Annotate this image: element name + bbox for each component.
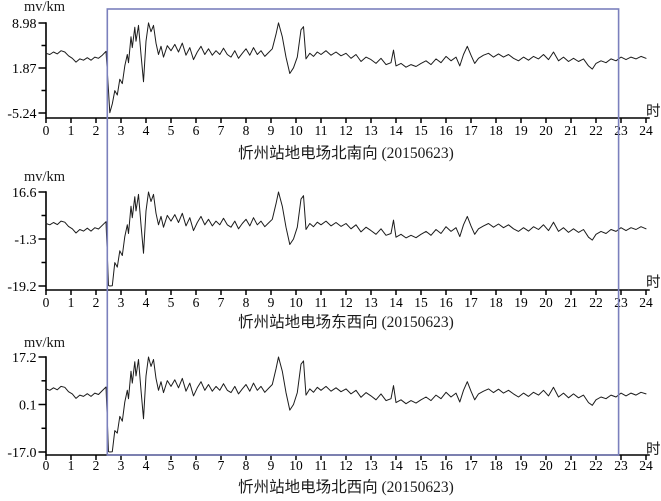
- y-tick-label: -1.3: [14, 233, 36, 248]
- x-tick-label: 12: [339, 295, 353, 310]
- x-tick-label: 24: [639, 123, 653, 138]
- x-tick-label: 8: [243, 458, 250, 473]
- x-tick-label: 21: [564, 123, 578, 138]
- x-tick-label: 2: [93, 458, 100, 473]
- x-tick-label: 5: [168, 295, 175, 310]
- x-tick-label: 23: [614, 458, 628, 473]
- series-line-ns: [45, 22, 647, 114]
- x-tick-label: 16: [439, 458, 453, 473]
- x-tick-label: 5: [168, 123, 175, 138]
- x-tick-label: 6: [193, 123, 200, 138]
- panel-title-east-west: 忻州站地电场东西向 (20150623): [238, 314, 454, 331]
- y-tick-label: -17.0: [7, 446, 36, 461]
- x-tick-label: 8: [243, 123, 250, 138]
- y-tick-label: 0.1: [19, 399, 37, 414]
- x-axis-label-ns: 时: [646, 104, 661, 120]
- x-tick-label: 14: [389, 123, 403, 138]
- series-line-ew: [45, 191, 647, 287]
- x-tick-label: 1: [68, 458, 75, 473]
- x-tick-label: 10: [289, 295, 303, 310]
- x-tick-label: 2: [93, 295, 100, 310]
- x-tick-label: 3: [118, 295, 125, 310]
- x-tick-label: 13: [364, 295, 378, 310]
- x-tick-label: 19: [514, 458, 528, 473]
- x-tick-label: 18: [489, 123, 503, 138]
- x-tick-label: 9: [268, 123, 275, 138]
- x-tick-label: 7: [218, 123, 225, 138]
- x-tick-label: 9: [268, 458, 275, 473]
- x-tick-label: 13: [364, 458, 378, 473]
- x-tick-label: 22: [589, 123, 603, 138]
- x-tick-label: 4: [143, 458, 150, 473]
- x-tick-label: 12: [339, 123, 353, 138]
- x-tick-label: 12: [339, 458, 353, 473]
- x-tick-label: 20: [539, 458, 553, 473]
- x-tick-label: 0: [43, 123, 50, 138]
- x-tick-label: 22: [589, 458, 603, 473]
- x-tick-label: 0: [43, 458, 50, 473]
- x-tick-label: 7: [218, 295, 225, 310]
- x-tick-label: 16: [439, 295, 453, 310]
- x-tick-label: 14: [389, 295, 403, 310]
- x-tick-label: 11: [315, 295, 328, 310]
- x-tick-label: 1: [68, 123, 75, 138]
- series-line-nw: [45, 356, 647, 453]
- x-tick-label: 11: [315, 123, 328, 138]
- y-tick-label: 1.87: [12, 62, 37, 77]
- y-tick-label: 16.6: [12, 186, 37, 201]
- x-axis-label-ew: 时: [646, 275, 661, 291]
- x-tick-label: 11: [315, 458, 328, 473]
- x-tick-label: 6: [193, 295, 200, 310]
- x-tick-label: 4: [143, 123, 150, 138]
- x-tick-label: 18: [489, 458, 503, 473]
- x-tick-label: 17: [464, 123, 478, 138]
- x-tick-label: 8: [243, 295, 250, 310]
- x-tick-label: 16: [439, 123, 453, 138]
- x-tick-label: 18: [489, 295, 503, 310]
- x-tick-label: 24: [639, 295, 653, 310]
- x-tick-label: 21: [564, 295, 578, 310]
- y-tick-label: -5.24: [7, 107, 36, 122]
- x-tick-label: 2: [93, 123, 100, 138]
- panel-title-north-south: 忻州站地电场北南向 (20150623): [238, 145, 454, 162]
- x-tick-label: 22: [589, 295, 603, 310]
- x-tick-label: 10: [289, 458, 303, 473]
- panel-title-north-west: 忻州站地电场北西向 (20150623): [238, 479, 454, 496]
- x-tick-label: 24: [639, 458, 653, 473]
- x-tick-label: 19: [514, 295, 528, 310]
- y-axis-unit-label-nw: mv/km: [24, 335, 66, 351]
- y-tick-label: 17.2: [12, 351, 37, 366]
- x-tick-label: 0: [43, 295, 50, 310]
- x-tick-label: 23: [614, 123, 628, 138]
- x-tick-label: 20: [539, 123, 553, 138]
- x-tick-label: 6: [193, 458, 200, 473]
- x-tick-label: 3: [118, 458, 125, 473]
- x-tick-label: 15: [414, 123, 428, 138]
- x-tick-label: 10: [289, 123, 303, 138]
- x-tick-label: 17: [464, 458, 478, 473]
- x-tick-label: 15: [414, 458, 428, 473]
- y-axis-unit-label-ns: mv/km: [24, 0, 66, 15]
- y-tick-label: 8.98: [12, 17, 37, 32]
- x-tick-label: 9: [268, 295, 275, 310]
- x-tick-label: 13: [364, 123, 378, 138]
- x-tick-label: 5: [168, 458, 175, 473]
- y-axis-unit-label-ew: mv/km: [24, 169, 66, 185]
- x-tick-label: 19: [514, 123, 528, 138]
- x-tick-label: 7: [218, 458, 225, 473]
- x-tick-label: 3: [118, 123, 125, 138]
- x-tick-label: 15: [414, 295, 428, 310]
- x-tick-label: 1: [68, 295, 75, 310]
- y-tick-label: -19.2: [7, 280, 36, 295]
- x-tick-label: 14: [389, 458, 403, 473]
- highlight-box: [106, 8, 620, 456]
- x-tick-label: 20: [539, 295, 553, 310]
- x-tick-label: 23: [614, 295, 628, 310]
- x-tick-label: 4: [143, 295, 150, 310]
- x-axis-label-nw: 时: [646, 442, 661, 458]
- x-tick-label: 21: [564, 458, 578, 473]
- x-tick-label: 17: [464, 295, 478, 310]
